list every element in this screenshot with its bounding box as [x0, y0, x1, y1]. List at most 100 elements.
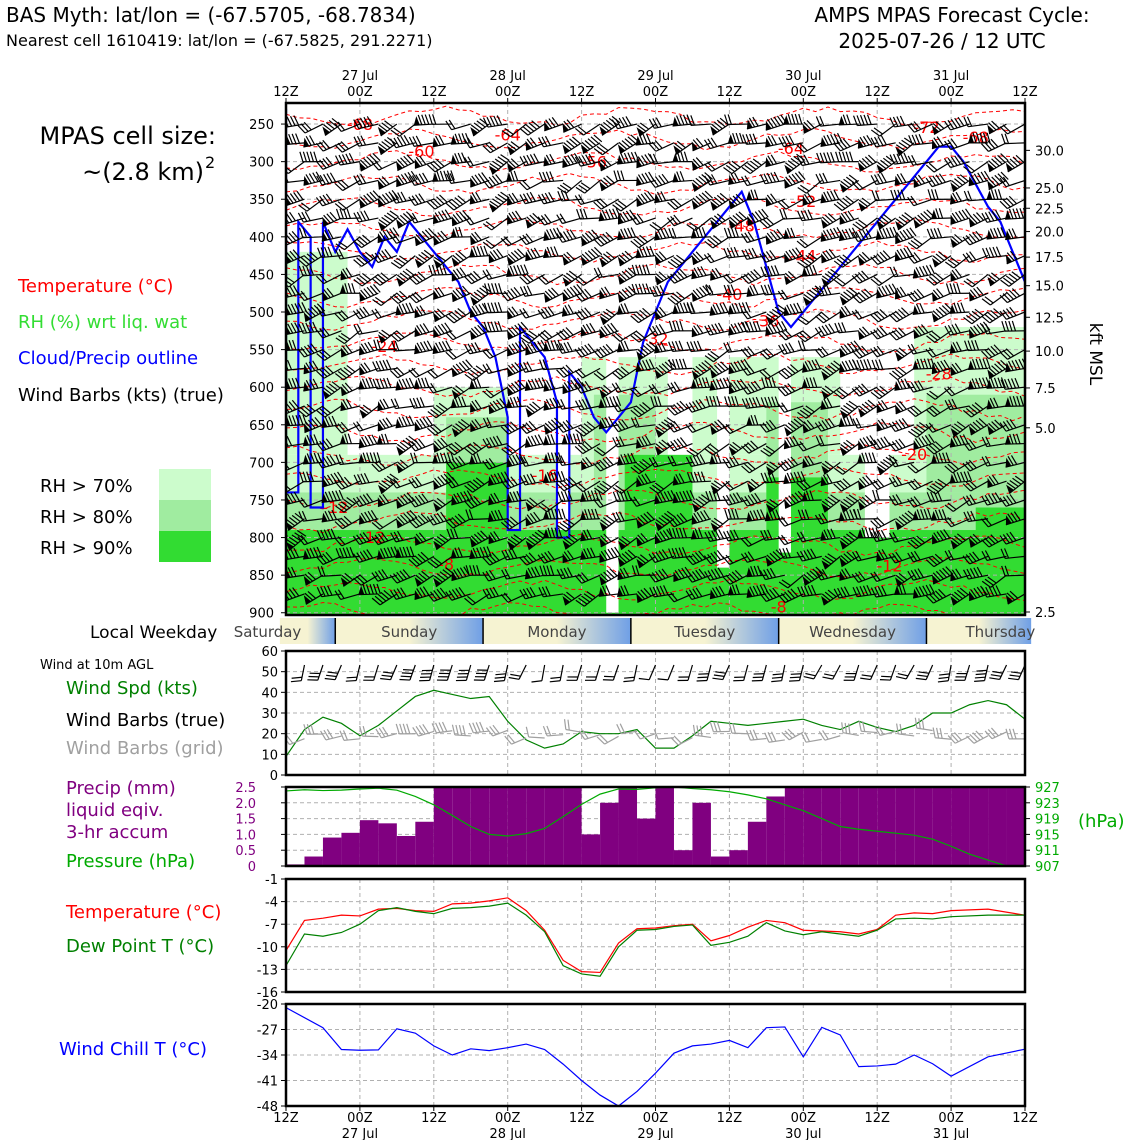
cross-wind-barb-feather [567, 490, 573, 501]
cross-wind-barb-feather [345, 344, 353, 354]
cross-wind-barb [297, 211, 324, 223]
cross-wind-barb [359, 362, 379, 376]
cross-wind-barb-feather [622, 116, 629, 127]
cross-wind-barb [377, 227, 400, 244]
cross-wind-barb [703, 137, 730, 150]
cross-wind-barb [574, 480, 601, 493]
cross-wind-barb-feather [320, 566, 326, 577]
cross-wind-barb-feather [320, 247, 326, 258]
cross-wind-barb-feather [605, 119, 615, 128]
cross-wind-barb-feather [577, 276, 587, 284]
cross-wind-barb [352, 421, 379, 432]
cross-wind-barb [506, 379, 527, 397]
cross-wind-barb-feather [651, 141, 660, 151]
cross-wind-barb-feather [612, 437, 618, 448]
cross-wind-barb-flag [303, 436, 310, 446]
cross-wind-barb-feather [334, 521, 343, 530]
cross-wind-barb-feather [797, 340, 803, 351]
cross-wind-barb-feather [522, 334, 533, 342]
cross-wind-barb-flag [562, 384, 569, 394]
cross-wind-barb-feather [508, 193, 516, 204]
cross-wind-barb-feather [508, 212, 516, 222]
cross-wind-barb-feather [560, 491, 566, 502]
cross-wind-barb-feather [319, 368, 328, 377]
cross-wind-barb-feather [492, 249, 501, 259]
cross-wind-barb [408, 367, 435, 378]
cross-wind-barb [630, 213, 656, 226]
cross-wind-barb-feather [393, 573, 401, 583]
cross-wind-barb-flag [543, 381, 550, 392]
cross-wind-barb-feather [466, 274, 476, 283]
cross-wind-barb-feather [454, 515, 463, 524]
cross-wind-barb-flag [580, 144, 589, 154]
temperature-contour-label: -8 [438, 555, 454, 574]
cross-wind-barb-staff [452, 217, 471, 227]
cross-wind-barb-feather [602, 345, 611, 355]
cross-wind-barb-feather [408, 498, 416, 508]
cross-wind-barb-feather [409, 509, 418, 519]
cross-wind-barb-staff [562, 292, 582, 302]
cross-wind-barb-feather [482, 571, 490, 582]
cross-wind-barb-feather [405, 437, 415, 445]
cross-wind-barb-feather [377, 593, 387, 602]
cross-wind-barb-feather [618, 117, 625, 128]
cross-wind-barb-flag [599, 315, 608, 325]
cross-wind-barb-staff [358, 349, 379, 356]
cross-wind-barb-feather [451, 476, 459, 486]
cross-wind-barb-feather [397, 496, 405, 506]
cross-wind-barb-feather [520, 321, 529, 331]
cross-wind-barb [334, 421, 361, 434]
cross-wind-barb-feather [620, 366, 630, 375]
cross-wind-barb [557, 179, 582, 194]
cross-wind-barb-feather [322, 456, 330, 467]
cross-wind-barb-feather [658, 324, 666, 334]
cross-wind-barb-feather [297, 124, 306, 134]
cross-wind-barb-feather [575, 599, 585, 607]
cross-wind-barb-feather [554, 508, 559, 520]
cross-wind-barb-feather [583, 490, 589, 502]
cross-wind-barb-feather [439, 533, 449, 542]
cross-wind-barb-feather [587, 138, 597, 146]
cross-wind-barb [575, 179, 601, 194]
cross-wind-barb-feather [491, 283, 496, 294]
cross-wind-barb-flag [303, 454, 309, 464]
cross-wind-barb-feather [435, 342, 442, 353]
cross-wind-barb-feather [381, 176, 390, 185]
cross-wind-barb-feather [365, 378, 371, 389]
cross-wind-barb [286, 593, 287, 604]
cross-wind-barb-feather [639, 403, 648, 412]
cross-wind-barb-flag [562, 157, 569, 168]
cross-wind-barb-feather [467, 445, 476, 454]
cross-wind-barb-feather [497, 472, 504, 483]
cross-wind-barb-feather [833, 203, 843, 211]
nearest-cell-subtitle: Nearest cell 1610419: lat/lon = (-67.582… [6, 31, 433, 50]
cross-wind-barb-feather [525, 124, 535, 132]
cross-wind-barb [450, 132, 471, 145]
cross-wind-barb [556, 419, 582, 433]
cross-wind-barb [297, 290, 324, 302]
cross-wind-barb-feather [394, 340, 400, 351]
cross-wind-barb-flag [524, 381, 531, 391]
cross-wind-barb [525, 247, 545, 262]
cross-wind-barb-feather [424, 114, 430, 125]
cross-wind-barb-flag [543, 528, 550, 538]
cross-wind-barb-feather [645, 246, 652, 257]
cross-wind-barb-feather [603, 253, 612, 261]
cross-wind-barb-feather [353, 136, 360, 147]
cross-wind-barb [617, 303, 638, 315]
cross-wind-barb-feather [416, 325, 423, 335]
cross-wind-barb-feather [387, 547, 393, 558]
cross-wind-barb [353, 234, 379, 249]
cross-wind-barb-feather [727, 114, 732, 125]
cross-wind-barb-feather [497, 321, 503, 332]
cross-wind-barb-feather [538, 172, 544, 183]
cross-wind-barb-feather [381, 480, 391, 487]
cross-wind-barb-feather [519, 309, 527, 319]
cross-wind-barb [599, 175, 619, 192]
cross-wind-barb-feather [483, 321, 489, 333]
cross-wind-barb-feather [546, 472, 552, 483]
cross-wind-barb-staff [286, 367, 287, 374]
cross-wind-barb-flag [617, 230, 624, 240]
cross-wind-barb-flag [506, 386, 514, 396]
cross-wind-barb-feather [360, 289, 368, 299]
